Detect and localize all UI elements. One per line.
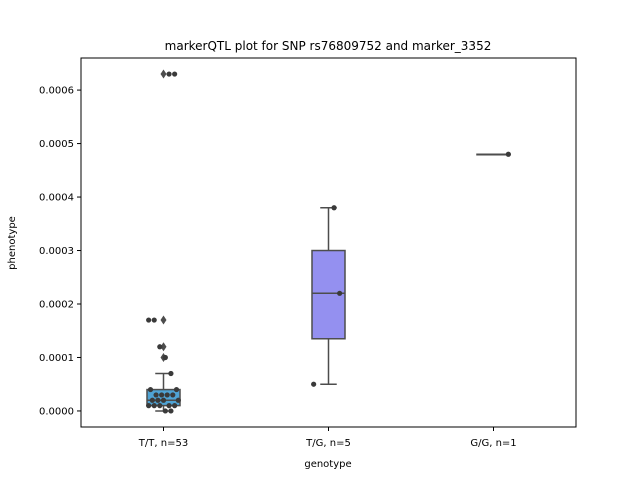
data-point xyxy=(146,317,152,323)
data-point xyxy=(146,403,152,409)
y-axis: 0.0000 0.0001 0.0002 0.0003 0.0004 0.0005 0.00… xyxy=(39,86,81,417)
points-1 xyxy=(146,71,181,414)
data-point xyxy=(157,344,163,350)
x-axis: T/T, n=53 T/G, n=5 G/G, n=1 xyxy=(138,427,517,449)
points-2 xyxy=(311,205,343,387)
data-point xyxy=(159,392,165,398)
chart-title: markerQTL plot for SNP rs76809752 and ma… xyxy=(165,39,492,53)
data-point xyxy=(331,205,337,211)
data-point xyxy=(172,403,178,409)
data-point xyxy=(162,354,168,361)
x-axis-label: genotype xyxy=(304,459,351,470)
data-point xyxy=(151,317,157,323)
points-3 xyxy=(505,151,511,157)
data-point xyxy=(166,71,172,77)
y-tick-label: 0.0002 xyxy=(39,300,74,311)
data-point xyxy=(172,71,178,77)
y-tick-label: 0.0001 xyxy=(39,353,74,364)
outlier-marker xyxy=(160,342,167,352)
outlier-marker xyxy=(160,315,167,325)
data-point xyxy=(168,408,174,414)
x-tick-label: T/G, n=5 xyxy=(305,438,351,449)
data-point xyxy=(147,386,154,393)
y-tick-label: 0.0006 xyxy=(39,86,74,97)
data-point xyxy=(505,151,511,157)
outlier-marker xyxy=(160,69,167,79)
data-point xyxy=(157,403,163,409)
data-point xyxy=(153,392,159,398)
x-tick-label: G/G, n=1 xyxy=(470,438,516,449)
data-point xyxy=(155,397,161,403)
data-point xyxy=(173,386,180,393)
y-axis-label: phenotype xyxy=(7,216,18,270)
data-point xyxy=(168,370,174,377)
data-point xyxy=(166,403,172,409)
y-tick-label: 0.0000 xyxy=(39,406,74,417)
data-point xyxy=(160,397,167,403)
data-point xyxy=(151,403,157,409)
box-3 xyxy=(476,153,511,156)
data-point xyxy=(311,381,317,387)
plot-area xyxy=(146,69,511,414)
data-point xyxy=(162,408,168,414)
x-tick-label: T/T, n=53 xyxy=(138,438,188,449)
data-point xyxy=(170,392,176,398)
y-tick-label: 0.0003 xyxy=(39,246,74,257)
data-point xyxy=(337,290,343,296)
y-tick-label: 0.0005 xyxy=(39,139,74,150)
data-point xyxy=(175,397,181,403)
data-point xyxy=(164,392,170,398)
data-point xyxy=(149,397,155,403)
y-tick-label: 0.0004 xyxy=(39,193,74,204)
